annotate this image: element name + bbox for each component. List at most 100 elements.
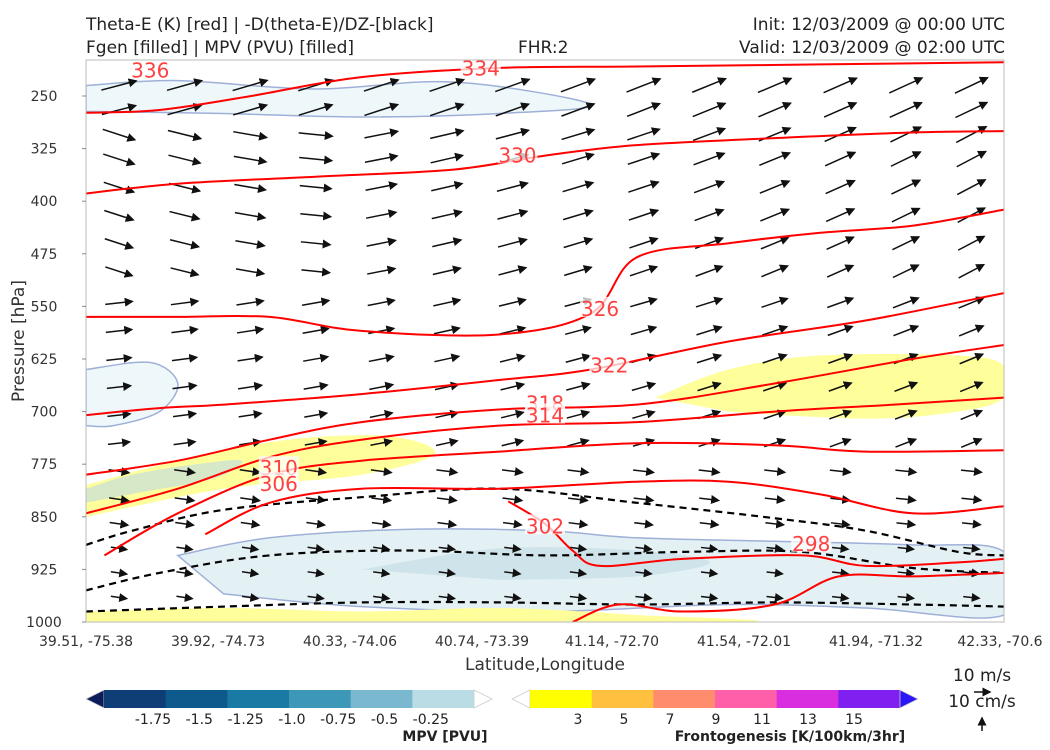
wind-vector [106,353,133,363]
wind-vector [961,495,983,504]
wind-vector [561,152,595,165]
wind-vector [955,101,989,119]
x-tick-label: 41.14, -72.70 [565,634,659,650]
wind-vector [170,297,200,307]
wind-vector [105,266,134,278]
fgen-colorbar-segment [715,690,778,708]
wind-vector [824,151,857,167]
mpv-colorbar-tick-label: -1.5 [186,712,213,728]
stability-contours [86,487,1004,613]
theta-e-contour-label: 330 [498,143,536,167]
wind-vector [630,325,658,336]
contour-label-bg [258,456,299,477]
theta-e-contour-318 [86,344,1004,476]
wind-vector [239,467,262,477]
wind-vector [764,495,786,504]
wind-vector [176,568,194,578]
wind-vector [567,467,590,477]
mpv-colorbar-segment [104,690,167,708]
y-axis-title: Pressure [hPa] [9,280,29,402]
wind-vector [106,382,133,392]
wind-vector [758,102,792,118]
wind-vector [631,381,657,392]
x-tick-label: 41.54, -72.01 [697,634,791,650]
wind-scale-legend: 10 m/s 10 cm/s [948,666,1016,731]
contour-label-bg [525,514,565,535]
wind-vector [364,102,400,117]
theta-e-contour-label: 298 [792,532,830,556]
wind-vector [961,519,982,529]
wind-vector [304,409,329,419]
fgen-colorbar-segment [776,690,839,708]
wind-vector [567,437,590,447]
wind-vector [956,150,988,168]
plot-area: 336334330326322318314310306302298 [86,56,1004,622]
wind-vector [110,593,129,602]
wind-vector [298,102,334,116]
theta-e-contour-314 [86,396,1004,515]
fgen-colorbar-segment [591,690,654,708]
wind-vector [957,235,986,251]
fgen-colorbar-tick-label: 3 [574,712,583,728]
wind-vector [897,543,916,553]
mpv-colorbar-segment [289,690,352,708]
fgen-colorbar-segment [653,690,716,708]
wind-vector [766,568,784,578]
wind-vector [174,467,197,477]
wind-vector [697,381,722,392]
wind-vector [307,593,325,602]
theta-e-contour-330 [86,130,1004,195]
wind-vector [827,324,854,337]
wind-vector [698,467,721,477]
wind-vector [495,77,531,93]
wind-vector [560,77,597,93]
mpv-colorbar-tick-label: -0.75 [320,712,356,728]
theta-e-contour-302 [507,500,1004,568]
plot-frame [85,59,1005,623]
wind-vector [365,209,398,219]
theta-e-contour-label: 334 [462,56,500,80]
wind-vector [430,128,465,140]
wind-vector [699,495,721,504]
wind-vector [497,208,529,220]
wind-vector [168,154,202,166]
wind-vector [829,467,852,476]
wind-vector [890,126,923,143]
wind-vector [629,236,659,249]
shaded-region [86,79,593,118]
wind-vector [692,102,727,118]
wind-vector [499,325,527,335]
stability-contour [86,549,1004,592]
wind-vector [566,409,591,419]
wind-vector [429,102,465,117]
wind-vector [236,325,265,335]
wind-vector [896,519,917,529]
wind-vector [958,264,986,279]
wind-vector [233,130,269,141]
wind-vector [895,437,918,448]
theta-e-contour-label: 336 [131,58,169,82]
wind-vector [373,593,391,602]
wind-vector [693,151,726,166]
wind-vector [892,264,920,279]
fgen-colorbar-under-arrow [511,689,531,709]
wind-vector [627,152,661,166]
contour-label-bg [130,60,171,79]
mpv-colorbar-segment [350,690,413,708]
stability-contour [86,600,1004,613]
wind-vector [504,593,522,602]
wind-vector [561,127,596,141]
wind-vector [240,519,261,529]
wind-vector [963,543,981,553]
wind-vector [765,519,786,529]
wind-vector [958,296,986,309]
wind-vector [433,297,462,307]
wind-vector [496,180,529,192]
wind-vector [760,236,790,250]
init-time-label: Init: 12/03/2009 @ 00:00 UTC [752,15,1005,35]
wind-vector [167,129,203,142]
chart-title-line2: Fgen [filled] | MPV (PVU) [filled] [86,38,355,58]
contour-label-bg [589,353,630,374]
wind-vector [232,102,269,116]
mpv-colorbar-segment [165,690,228,708]
